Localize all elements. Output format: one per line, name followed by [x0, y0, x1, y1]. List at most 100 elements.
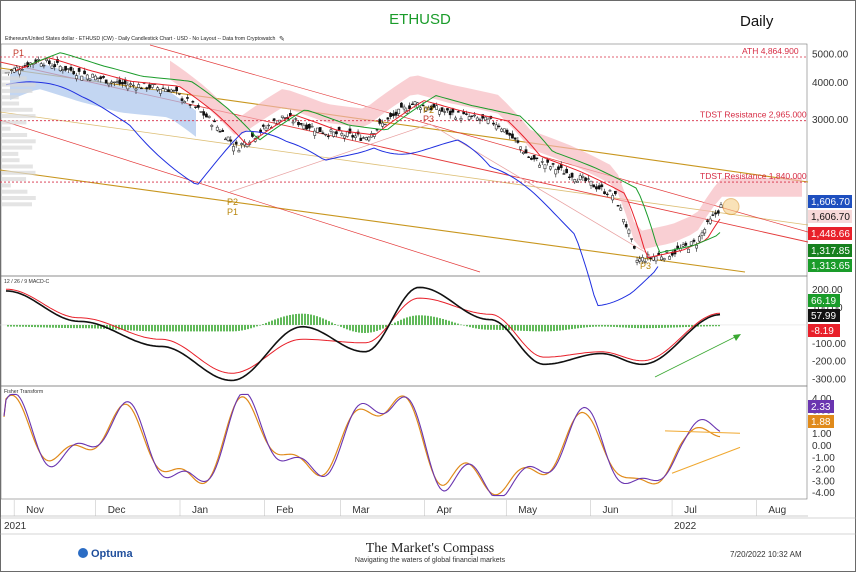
edit-icon[interactable]: ✎: [279, 36, 285, 43]
candle-body: [630, 238, 633, 240]
month-label: Jun: [603, 505, 619, 516]
candle-body: [662, 258, 666, 261]
candle-body: [150, 84, 154, 88]
fisher-tick-label: -2.00: [812, 465, 835, 476]
price-layer: ATH 4,864.900 TDST Resistance 2,965.000 TD…: [0, 44, 809, 307]
candle-body: [456, 111, 460, 113]
candle-body: [183, 101, 187, 104]
macd-histogram-bar: [547, 324, 549, 332]
macd-histogram-bar: [619, 324, 621, 328]
candle-body: [592, 184, 596, 188]
gold-channel-mid: [0, 111, 809, 226]
level-label-2: TDST Resistance 1,840.000: [700, 171, 807, 181]
macd-histogram-bar: [424, 315, 426, 325]
brand-name: The Market's Compass: [365, 541, 495, 556]
macd-histogram-bar: [349, 324, 351, 331]
candle-body: [570, 172, 574, 178]
candle-body: [42, 64, 46, 67]
candle-body: [305, 124, 308, 130]
macd-histogram-bar: [361, 324, 363, 333]
candle-body: [77, 68, 81, 72]
macd-histogram-bar: [235, 324, 237, 332]
macd-histogram-bar: [451, 321, 453, 325]
macd-histogram-bar: [712, 324, 714, 327]
gold-channel-lower: [0, 169, 746, 273]
month-label: Dec: [108, 505, 126, 516]
candle-body: [557, 166, 560, 170]
candle-body: [619, 207, 623, 211]
candle-body: [408, 105, 411, 109]
candle-body: [391, 113, 395, 117]
candle-body: [94, 75, 97, 81]
candle-body: [237, 150, 241, 153]
macd-histogram-bar: [436, 317, 438, 325]
candle-body: [375, 129, 379, 131]
macd-histogram-bar: [274, 319, 276, 325]
candle-body: [597, 185, 601, 190]
macd-histogram-bar: [382, 324, 384, 329]
fisher-badge-bg: [808, 415, 834, 428]
macd-histogram-bar: [190, 324, 192, 332]
macd-histogram-bar: [433, 316, 435, 325]
volume-profile-bar: [2, 164, 33, 169]
candle-body: [196, 105, 200, 108]
candle-body: [39, 63, 43, 67]
candle-body: [12, 68, 16, 73]
candle-body: [283, 117, 287, 119]
macd-histogram-bar: [52, 324, 54, 328]
macd-histogram-bar: [676, 324, 678, 328]
candle-body: [104, 79, 108, 84]
macd-histogram-bar: [550, 324, 552, 332]
macd-histogram-bar: [367, 324, 369, 333]
macd-histogram-bar: [652, 324, 654, 329]
candle-body: [324, 133, 327, 136]
fisher-layer: [3, 393, 741, 497]
macd-histogram-bar: [682, 324, 684, 328]
macd-histogram-bar: [10, 324, 12, 327]
candle-body: [578, 175, 582, 181]
macd-histogram-bar: [517, 324, 519, 331]
candle-body: [102, 76, 105, 78]
candle-body: [140, 87, 143, 90]
macd-histogram-bar: [490, 324, 492, 330]
macd-histogram-bar: [400, 319, 402, 325]
macd-histogram-bar: [649, 324, 651, 329]
macd-layer: [0, 286, 808, 382]
macd-histogram-bar: [706, 324, 708, 327]
candle-body: [47, 60, 51, 65]
candle-body: [389, 113, 392, 117]
macd-histogram-bar: [283, 316, 285, 325]
macd-histogram-bar: [487, 324, 489, 330]
macd-tick-label: 200.00: [812, 285, 843, 296]
macd-histogram-bar: [628, 324, 630, 328]
macd-histogram-bar: [373, 324, 375, 332]
candle-body: [332, 131, 336, 137]
macd-histogram-bar: [160, 324, 162, 332]
macd-histogram-bar: [100, 324, 102, 329]
macd-histogram-bar: [571, 324, 573, 330]
candle-body: [159, 88, 162, 94]
macd-histogram-bar: [91, 324, 93, 329]
macd-histogram-bar: [535, 324, 537, 332]
candle-body: [37, 59, 40, 61]
macd-histogram-bar: [151, 324, 153, 332]
macd-histogram-bar: [529, 324, 531, 332]
price-badge-bg: [808, 195, 852, 208]
macd-histogram-bar: [502, 324, 504, 330]
candle-body: [335, 131, 338, 135]
macd-histogram-bar: [556, 324, 558, 331]
volume-profile-bar: [2, 170, 36, 175]
candle-body: [689, 241, 693, 246]
candle-body: [595, 186, 598, 190]
volume-profile-bar: [2, 196, 36, 200]
macd-histogram-bar: [637, 324, 639, 329]
macd-histogram-bar: [358, 324, 360, 333]
volume-profile-bar: [2, 95, 19, 100]
macd-histogram-bar: [262, 324, 264, 325]
macd-histogram-bar: [223, 324, 225, 332]
macd-panel: [0, 275, 808, 387]
macd-histogram-bar: [337, 324, 339, 326]
macd-histogram-bar: [64, 324, 66, 329]
macd-histogram-bar: [187, 324, 189, 332]
candle-body: [505, 129, 509, 135]
